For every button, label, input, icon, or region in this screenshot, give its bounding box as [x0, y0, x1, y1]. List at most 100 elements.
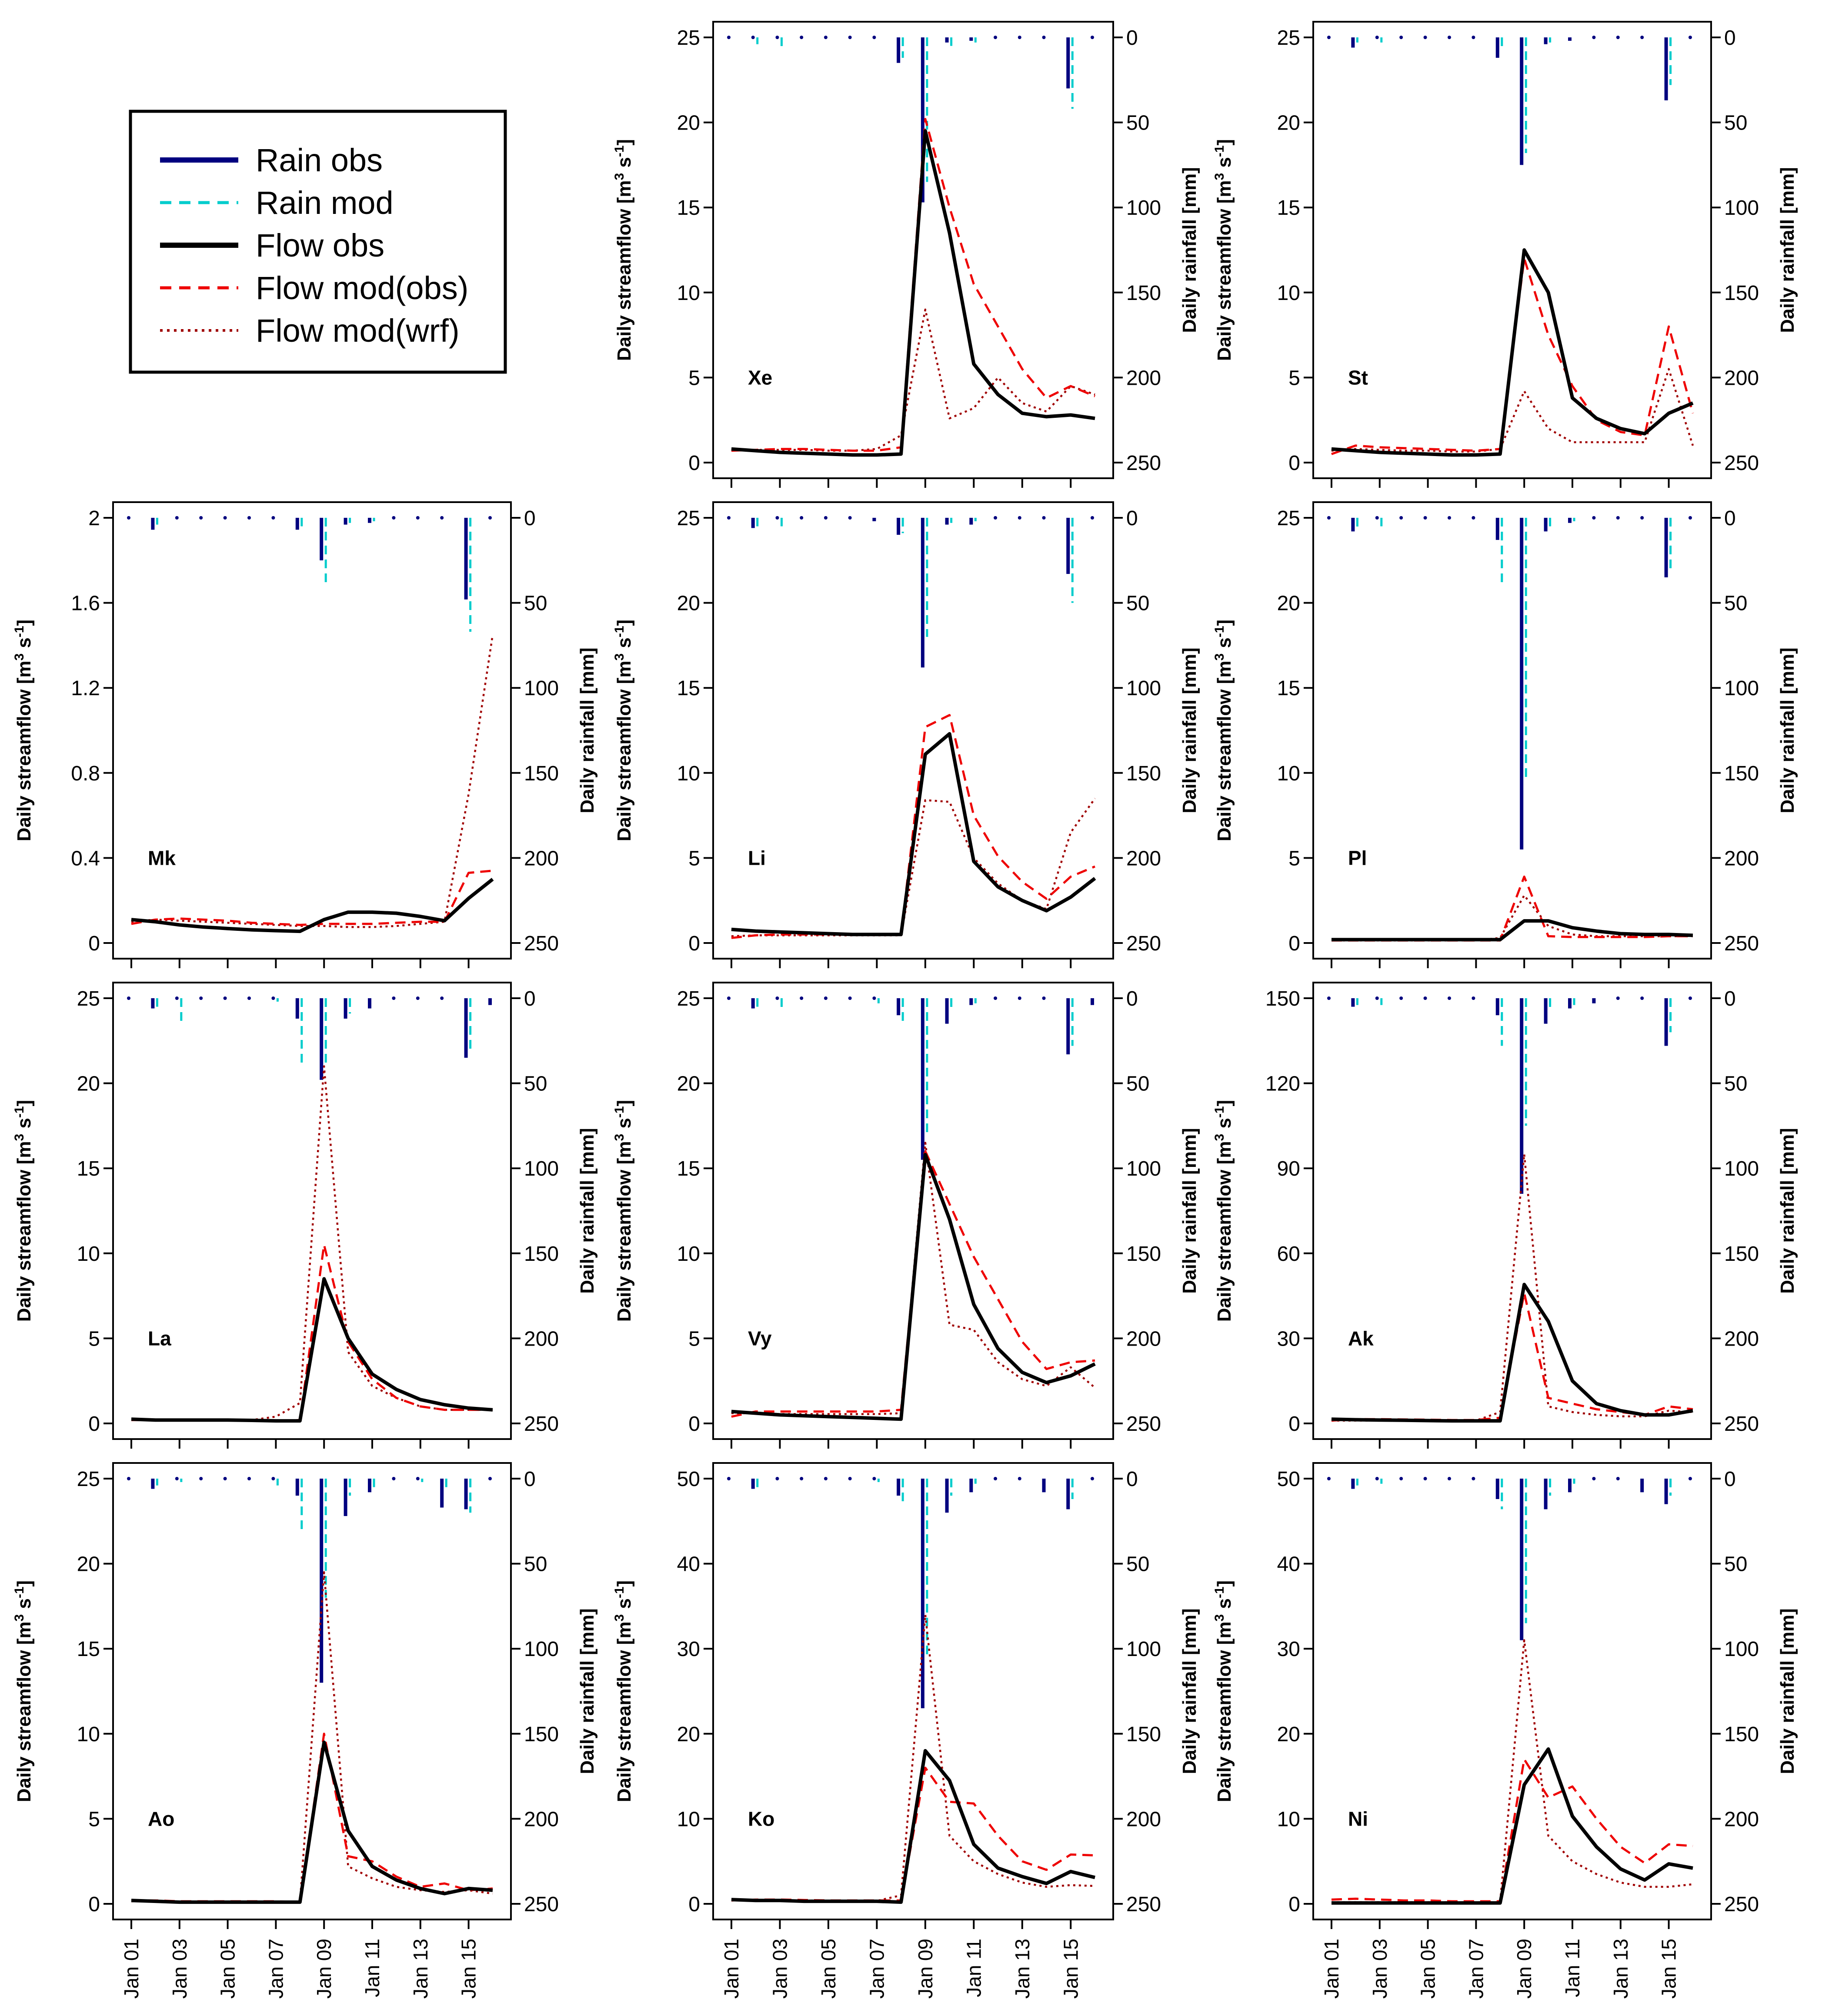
rain-obs-dot	[1689, 36, 1692, 39]
y-tick-label: 60	[1277, 1243, 1300, 1266]
x-tick-label: Jan 13	[1609, 1939, 1632, 1999]
rain-obs-bar	[464, 1479, 468, 1510]
flow-obs-line	[731, 732, 1096, 936]
y-axis-title: Daily streamflow [m3 s-1]	[1212, 139, 1235, 361]
y2-tick-label: 250	[1724, 1893, 1759, 1916]
y2-tick-label: 250	[524, 932, 559, 955]
y2-axis-title: Daily rainfall [mm]	[1179, 1608, 1200, 1774]
flow-mod-wrf-line	[731, 308, 1095, 452]
y2-tick-label: 0	[1126, 1468, 1138, 1491]
rainfall-bars	[1327, 1477, 1692, 1640]
y2-tick-label: 150	[1724, 282, 1759, 305]
y2-tick-label: 50	[1126, 1553, 1149, 1576]
y-tick-label: 10	[77, 1243, 100, 1266]
y-tick-label: 0	[1288, 1893, 1300, 1916]
rain-obs-bar	[344, 998, 347, 1019]
y-tick-label: 150	[1265, 987, 1300, 1010]
y2-axis-title: Daily rainfall [mm]	[1777, 647, 1798, 813]
y2-axis-title: Daily rainfall [mm]	[1179, 647, 1200, 813]
rain-obs-dot	[994, 36, 998, 39]
y-tick-label: 15	[677, 1157, 700, 1180]
y-tick-label: 0	[1288, 452, 1300, 475]
plot-frame	[1312, 21, 1712, 479]
y2-tick-label: 100	[1126, 1638, 1161, 1661]
x-tick-label: Jan 03	[168, 1939, 191, 1999]
y2-tick-label: 0	[1126, 987, 1138, 1010]
rain-obs-dot	[1592, 516, 1596, 520]
rain-obs-dot	[127, 996, 130, 1000]
rain-obs-dot	[751, 36, 755, 39]
x-tick-label: Jan 09	[313, 1939, 335, 1999]
rain-obs-dot	[1399, 516, 1403, 520]
x-tick-label: Jan 11	[1561, 1939, 1584, 1997]
y-tick-label: 30	[1277, 1327, 1300, 1350]
rain-obs-bar	[344, 518, 347, 525]
rain-obs-dot	[727, 516, 731, 520]
y-axis-title: Daily streamflow [m3 s-1]	[12, 1580, 35, 1802]
rain-obs-dot	[199, 516, 203, 520]
y-tick-label: 5	[88, 1808, 100, 1831]
rain-obs-bar	[1042, 1479, 1046, 1493]
flow-mod-wrf-line	[1331, 368, 1694, 453]
y-tick-label: 25	[677, 987, 700, 1010]
flow-mod-wrf-line	[1331, 1153, 1693, 1422]
y2-tick-label: 150	[1126, 1723, 1161, 1746]
y2-tick-label: 200	[1724, 1327, 1759, 1350]
flow-obs-line	[1331, 1747, 1693, 1905]
rain-obs-dot	[1423, 1477, 1427, 1480]
rain-obs-dot	[775, 516, 779, 520]
station-label: Ao	[148, 1807, 174, 1830]
y-tick-label: 20	[677, 592, 700, 615]
rain-obs-bar	[1495, 1479, 1499, 1499]
rain-obs-bar	[1568, 37, 1572, 41]
y-axis-title: Daily streamflow [m3 s-1]	[612, 1100, 635, 1322]
rain-obs-dot	[1423, 36, 1427, 39]
rain-obs-bar	[897, 37, 901, 63]
y-tick-label: 5	[1288, 367, 1300, 390]
y-tick-label: 15	[1277, 677, 1300, 700]
rain-obs-dot	[1592, 36, 1596, 39]
y2-tick-label: 50	[524, 1073, 547, 1096]
y-tick-label: 15	[1277, 197, 1300, 220]
rain-obs-dot	[416, 1477, 420, 1480]
y-tick-label: 10	[677, 1808, 700, 1831]
rainfall-bars	[1327, 36, 1692, 165]
y2-axis-title: Daily rainfall [mm]	[577, 1128, 598, 1293]
x-tick-label: Jan 03	[1368, 1939, 1391, 1999]
x-tick-label: Jan 05	[1417, 1939, 1439, 1999]
rain-obs-bar	[872, 518, 876, 521]
y2-tick-label: 200	[1724, 1808, 1759, 1831]
rain-obs-bar	[1544, 1479, 1548, 1510]
rain-obs-dot	[824, 516, 828, 520]
y-tick-label: 40	[1277, 1553, 1300, 1576]
y2-tick-label: 0	[1724, 27, 1736, 50]
y-tick-label: 20	[677, 1723, 700, 1746]
rain-obs-dot	[1640, 516, 1644, 520]
rain-obs-dot	[1327, 36, 1331, 39]
y2-tick-label: 250	[1126, 1413, 1161, 1436]
y-tick-label: 2	[88, 507, 100, 530]
y2-tick-label: 200	[1724, 367, 1759, 390]
station-label: Ni	[1348, 1807, 1368, 1830]
flow-obs-line	[1331, 248, 1694, 457]
legend-label-rain-mod: Rain mod	[256, 185, 394, 221]
flow-mod-wrf-line	[131, 1065, 493, 1421]
y-tick-label: 10	[677, 282, 700, 305]
rain-obs-bar	[1664, 1479, 1668, 1504]
rain-obs-dot	[223, 516, 227, 520]
rain-obs-dot	[175, 1477, 179, 1480]
flow-obs-line	[1331, 1283, 1693, 1423]
rain-obs-dot	[247, 1477, 251, 1480]
rain-obs-bar	[295, 518, 299, 530]
rain-obs-dot	[848, 516, 852, 520]
x-tick-label: Jan 15	[457, 1939, 480, 1999]
y2-tick-label: 0	[1126, 27, 1138, 50]
rain-obs-dot	[824, 36, 828, 39]
legend-box	[129, 110, 507, 374]
rain-obs-bar	[1066, 37, 1070, 89]
y2-tick-label: 100	[1724, 677, 1759, 700]
x-tick-label: Jan 01	[1320, 1939, 1343, 1999]
y-tick-label: 90	[1277, 1157, 1300, 1180]
